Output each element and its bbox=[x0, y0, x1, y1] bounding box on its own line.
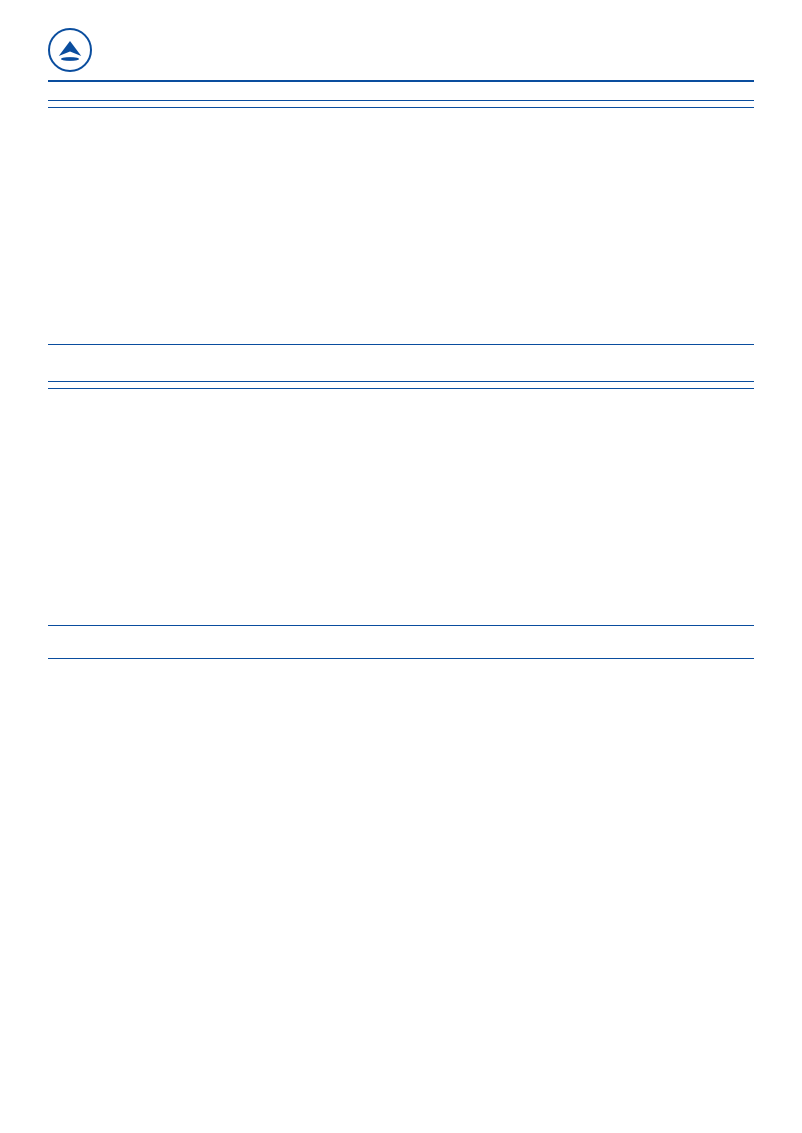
figure3-chart bbox=[48, 108, 754, 345]
avic-logo-icon bbox=[48, 28, 92, 72]
figure4-chart bbox=[48, 389, 754, 626]
figure3-source bbox=[48, 345, 754, 367]
figure3-title bbox=[48, 100, 754, 108]
page-footer bbox=[48, 659, 754, 667]
figure4-title bbox=[48, 381, 754, 389]
logo-block bbox=[48, 28, 98, 72]
figure4-source bbox=[48, 626, 754, 648]
page-header bbox=[48, 28, 754, 72]
figure3-legend bbox=[78, 332, 724, 340]
header-divider bbox=[48, 80, 754, 82]
figure4-legend bbox=[78, 613, 724, 621]
